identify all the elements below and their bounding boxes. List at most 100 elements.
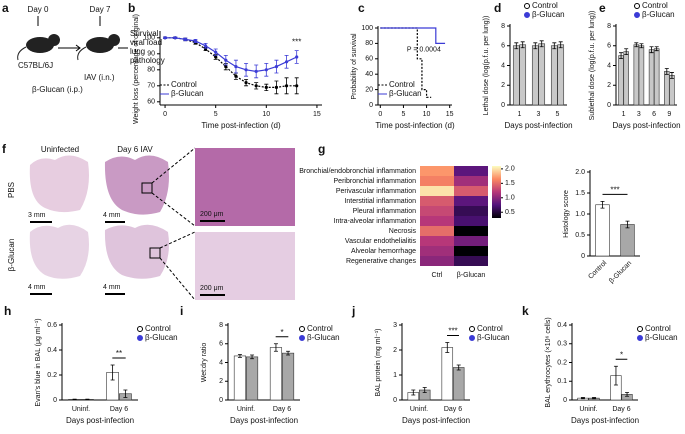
legend-marker <box>524 3 530 9</box>
heatmap-cell <box>420 166 454 176</box>
error-bar <box>411 389 416 396</box>
x-tick-label: Day 6 <box>612 406 630 413</box>
error-bar <box>445 342 450 353</box>
zoom-line <box>151 147 196 301</box>
point <box>163 36 167 40</box>
legend-label: β-Glucan <box>642 10 675 19</box>
x-tick-label: Control <box>587 259 608 280</box>
y-tick-label: 2 <box>501 82 505 89</box>
error-bar <box>250 354 255 360</box>
point <box>203 44 208 48</box>
x-tick-label: 0 <box>378 111 382 118</box>
error-bar <box>592 397 597 400</box>
panel-letter: j <box>351 304 355 318</box>
colorbar <box>492 166 501 218</box>
point <box>244 81 248 85</box>
error-bar <box>664 68 669 75</box>
x-tick-label: 10 <box>423 111 431 118</box>
point <box>193 39 198 43</box>
bar <box>550 45 558 106</box>
x-axis-label: Days post-infection <box>571 416 639 425</box>
y-axis-label: Probability of survival <box>351 33 358 100</box>
scale-label: 4 mm <box>103 212 121 219</box>
legend-label: Control <box>389 80 415 89</box>
y-tick-label: 40 <box>365 71 373 78</box>
bar <box>664 71 670 106</box>
panel-letter: g <box>318 142 325 156</box>
row-label: Intra-alveolar inflammation <box>334 218 417 225</box>
x-tick-label: 1 <box>518 111 522 118</box>
legend-marker <box>137 326 143 332</box>
error-bar <box>558 41 563 49</box>
annotation: * <box>620 350 623 359</box>
row-label: Perivascular inflammation <box>336 188 416 195</box>
x-tick-label: 1 <box>622 111 626 118</box>
legend-label: β-Glucan <box>477 333 510 342</box>
y-tick-label: 2 <box>219 378 223 385</box>
point <box>224 65 228 69</box>
row-label: β-Glucan <box>7 239 16 272</box>
scale-label: 4 mm <box>28 284 46 291</box>
error-bar <box>552 42 557 50</box>
y-tick-label: 0.1 <box>557 378 567 385</box>
y-tick-label: 100 <box>361 25 373 32</box>
y-axis-label: BAL erythrocytes (×10⁶ cells) <box>545 317 552 407</box>
bar <box>512 45 520 106</box>
x-tick-label: 5 <box>401 111 405 118</box>
error-bar <box>625 392 630 397</box>
x-axis-label: Time post-infection (d) <box>201 121 281 130</box>
point <box>214 50 218 54</box>
y-tick-label: 0.6 <box>47 322 57 329</box>
y-tick-label: 0 <box>563 397 567 404</box>
bar <box>233 355 247 401</box>
x-tick-label: Uninf. <box>72 406 90 413</box>
survival-curve <box>380 27 446 44</box>
x-tick-label: 9 <box>667 111 671 118</box>
label: lung <box>130 47 145 56</box>
heatmap-cell <box>420 196 454 206</box>
column-label: Day 6 IAV <box>117 145 153 154</box>
y-tick-label: 0.5 <box>575 232 585 239</box>
point <box>173 36 177 40</box>
column-label: Ctrl <box>432 272 443 279</box>
column-label: Uninfected <box>41 145 79 154</box>
x-tick-label: β-Glucan <box>608 260 633 285</box>
error-bar <box>624 48 629 56</box>
y-tick-label: 0.2 <box>557 359 567 366</box>
panel-letter: e <box>599 1 606 15</box>
point <box>274 65 279 69</box>
x-tick-label: Uninf. <box>237 406 255 413</box>
bar <box>648 49 655 106</box>
x-tick-label: 5 <box>556 111 560 118</box>
heatmap-cell <box>420 206 454 216</box>
point <box>284 84 289 88</box>
zoom-image <box>195 148 295 226</box>
error-bar <box>654 46 659 52</box>
heatmap-cell <box>454 256 488 266</box>
x-tick-label: 15 <box>446 111 454 118</box>
error-bar <box>456 364 461 371</box>
y-axis-label: Wet:dry ratio <box>201 343 208 383</box>
legend-marker <box>637 335 643 341</box>
legend-label: Control <box>645 324 671 333</box>
scale-label: 200 μm <box>200 285 224 292</box>
legend-marker <box>524 12 530 18</box>
y-tick-label: 70 <box>147 83 155 90</box>
bar <box>638 45 645 106</box>
heatmap-cell <box>454 186 488 196</box>
panel-letter: f <box>2 142 7 156</box>
y-tick-label: 8 <box>219 322 223 329</box>
zoom-image <box>195 232 295 300</box>
y-tick-label: 90 <box>147 51 155 58</box>
y-tick-label: 60 <box>365 56 373 63</box>
bar <box>633 44 640 106</box>
panel-letter: a <box>2 1 9 15</box>
y-tick-label: 0 <box>581 253 585 260</box>
legend-label: Control <box>532 1 558 10</box>
panel-letter: h <box>4 304 11 318</box>
legend-label: β-Glucan <box>307 333 340 342</box>
error-bar <box>625 220 630 229</box>
lung-section <box>29 155 89 213</box>
y-axis-label: Weight loss (percentage of original) <box>133 14 140 124</box>
